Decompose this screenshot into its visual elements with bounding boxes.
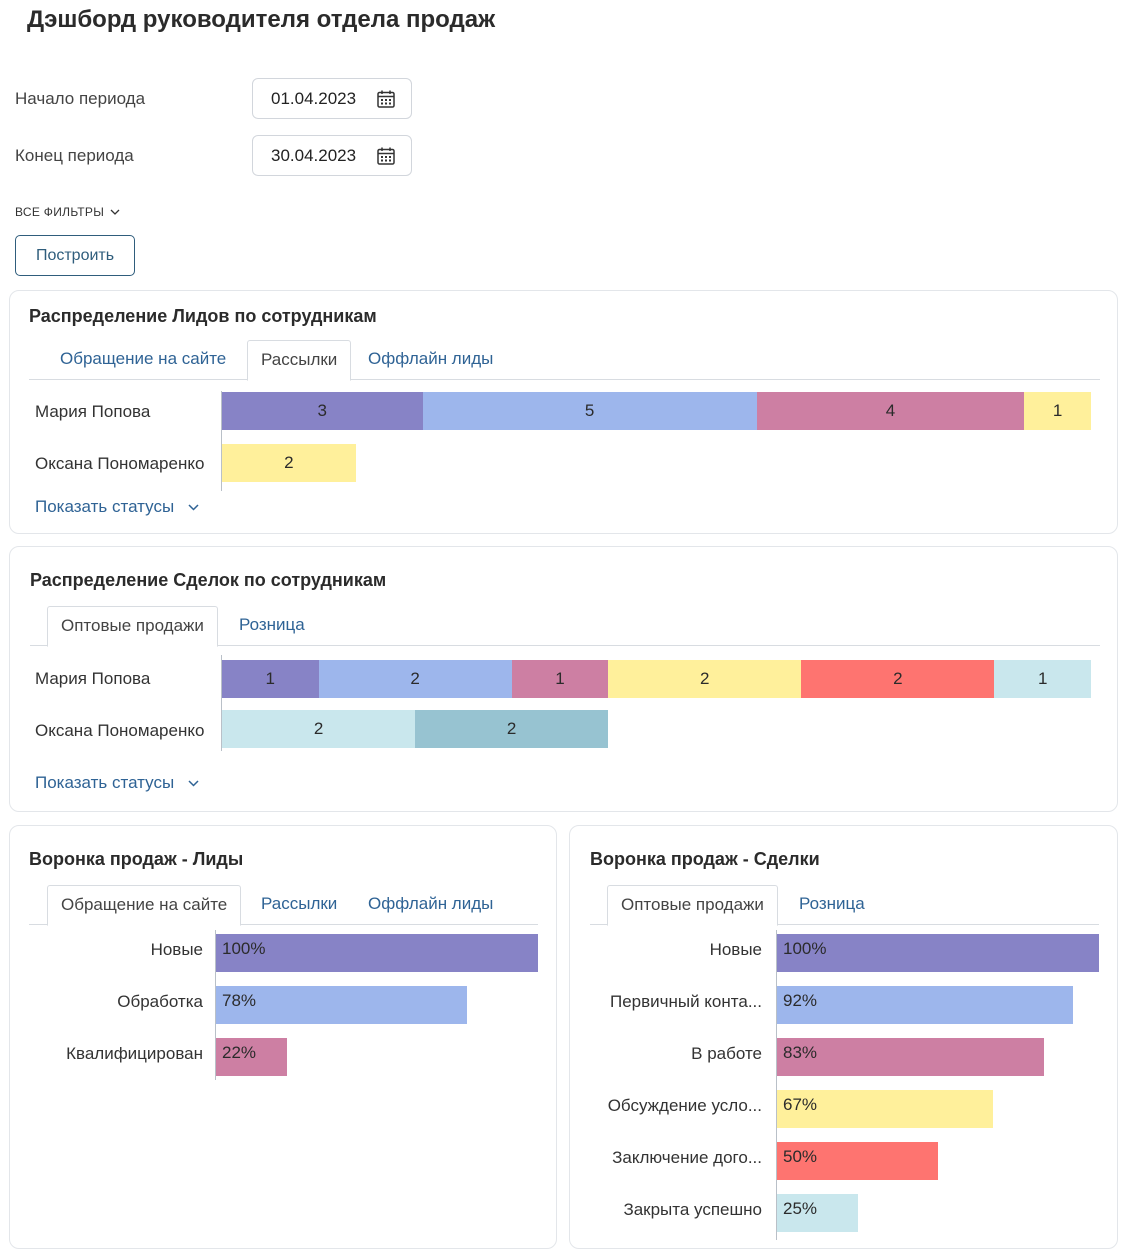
chevron-down-icon — [188, 779, 199, 787]
tab-offline-leads[interactable]: Оффлайн лиды — [368, 894, 494, 913]
deals-distribution-card: Распределение Сделок по сотрудникам Опто… — [9, 546, 1118, 812]
bar-segment[interactable]: 1 — [222, 660, 319, 698]
employee-name: Оксана Пономаренко — [35, 454, 205, 473]
show-statuses-label: Показать статусы — [35, 497, 175, 516]
chevron-down-icon — [110, 209, 120, 215]
funnel-bar[interactable] — [777, 1142, 938, 1180]
bar-segment[interactable]: 1 — [994, 660, 1091, 698]
start-date-value: 01.04.2023 — [271, 89, 357, 108]
tab-retail[interactable]: Розница — [799, 894, 865, 913]
show-statuses-toggle[interactable]: Показать статусы — [35, 773, 199, 793]
bar-segment[interactable]: 3 — [222, 392, 423, 430]
funnel-bar[interactable] — [777, 934, 1099, 972]
chevron-down-icon — [188, 503, 199, 511]
chart-axis — [776, 930, 777, 1240]
calendar-icon[interactable] — [376, 89, 396, 109]
funnel-bar[interactable] — [777, 1090, 993, 1128]
calendar-icon[interactable] — [376, 146, 396, 166]
bar-segment[interactable]: 1 — [511, 660, 609, 698]
funnel-stage-label: Обсуждение усло... — [607, 1096, 762, 1115]
card-title: Воронка продаж - Сделки — [590, 849, 820, 869]
deals-dist-tabs: Оптовые продажи Розница — [30, 606, 1100, 647]
bar-segment[interactable]: 5 — [422, 392, 757, 430]
card-title: Распределение Сделок по сотрудникам — [30, 570, 387, 590]
all-filters-toggle[interactable]: ВСЕ ФИЛЬТРЫ — [15, 205, 120, 219]
funnel-stage-label: Первичный конта... — [609, 992, 762, 1011]
funnel-bar[interactable] — [216, 934, 538, 972]
build-button[interactable]: Построить — [15, 235, 135, 276]
employee-name: Мария Попова — [35, 402, 151, 421]
funnel-bar-value: 67% — [783, 1095, 818, 1114]
funnel-bar-value: 83% — [783, 1043, 818, 1062]
funnel-bar[interactable] — [777, 986, 1074, 1024]
bar-segment[interactable]: 4 — [756, 392, 1025, 430]
card-title: Воронка продаж - Лиды — [29, 849, 244, 869]
funnel-bar[interactable] — [216, 986, 468, 1024]
funnel-bar-value: 25% — [783, 1199, 818, 1218]
bar-segment[interactable]: 2 — [608, 660, 802, 698]
end-date-input[interactable]: 30.04.2023 — [252, 135, 412, 176]
funnel-bar-value: 50% — [783, 1147, 818, 1166]
show-statuses-toggle[interactable]: Показать статусы — [35, 497, 199, 517]
card-title: Распределение Лидов по сотрудникам — [29, 306, 377, 326]
chart-axis — [215, 930, 216, 1080]
bar-segment[interactable]: 2 — [222, 710, 416, 748]
funnel-stage-label: В работе — [691, 1044, 762, 1063]
funnel-leads-tabs: Обращение на сайте Рассылки Оффлайн лиды — [29, 885, 538, 926]
funnel-bar-value: 92% — [783, 991, 818, 1010]
funnel-leads-card: Воронка продаж - Лиды Обращение на сайте… — [9, 825, 557, 1249]
bar-segment[interactable]: 2 — [318, 660, 512, 698]
start-date-input[interactable]: 01.04.2023 — [252, 78, 412, 119]
tab-mailings[interactable]: Рассылки — [247, 340, 352, 381]
funnel-bar-value: 100% — [222, 939, 266, 958]
leads-dist-tabs: Обращение на сайте Рассылки Оффлайн лиды — [29, 340, 1100, 381]
bar-segment[interactable]: 2 — [801, 660, 995, 698]
bar-segment[interactable]: 2 — [222, 444, 356, 482]
tab-mailings[interactable]: Рассылки — [261, 894, 338, 913]
funnel-bar-value: 22% — [222, 1043, 257, 1062]
employee-name: Оксана Пономаренко — [35, 721, 205, 740]
end-date-value: 30.04.2023 — [271, 146, 357, 165]
funnel-stage-label: Новые — [709, 940, 762, 959]
page-title: Дэшборд руководителя отдела продаж — [27, 6, 496, 33]
funnel-stage-label: Новые — [150, 940, 203, 959]
funnel-bar-value: 78% — [222, 991, 257, 1010]
all-filters-label: ВСЕ ФИЛЬТРЫ — [15, 205, 105, 219]
bar-segment[interactable]: 1 — [1024, 392, 1091, 430]
bar-segment[interactable]: 2 — [415, 710, 609, 748]
funnel-stage-label: Квалифицирован — [66, 1044, 203, 1063]
tab-wholesale[interactable]: Оптовые продажи — [47, 606, 218, 647]
funnel-deals-card: Воронка продаж - Сделки Оптовые продажи … — [569, 825, 1118, 1249]
funnel-bar[interactable] — [216, 1038, 287, 1076]
funnel-deals-tabs: Оптовые продажи Розница — [590, 885, 1099, 926]
funnel-stage-label: Закрыта успешно — [623, 1200, 762, 1219]
tab-retail[interactable]: Розница — [239, 615, 305, 634]
show-statuses-label: Показать статусы — [35, 773, 175, 792]
chart-axis — [221, 655, 222, 751]
funnel-stage-label: Заключение дого... — [612, 1148, 762, 1167]
funnel-stage-label: Обработка — [117, 992, 203, 1011]
tab-website[interactable]: Обращение на сайте — [60, 349, 227, 368]
leads-distribution-card: Распределение Лидов по сотрудникам Обращ… — [9, 290, 1118, 534]
chart-axis — [221, 391, 222, 491]
funnel-bar-value: 100% — [783, 939, 827, 958]
funnel-bar[interactable] — [777, 1194, 858, 1232]
tab-wholesale[interactable]: Оптовые продажи — [607, 885, 778, 926]
end-date-label: Конец периода — [15, 146, 134, 165]
employee-name: Мария Попова — [35, 669, 151, 688]
funnel-bar[interactable] — [777, 1038, 1045, 1076]
tab-website[interactable]: Обращение на сайте — [47, 885, 242, 926]
tab-offline-leads[interactable]: Оффлайн лиды — [368, 349, 494, 368]
start-date-label: Начало периода — [15, 89, 146, 108]
